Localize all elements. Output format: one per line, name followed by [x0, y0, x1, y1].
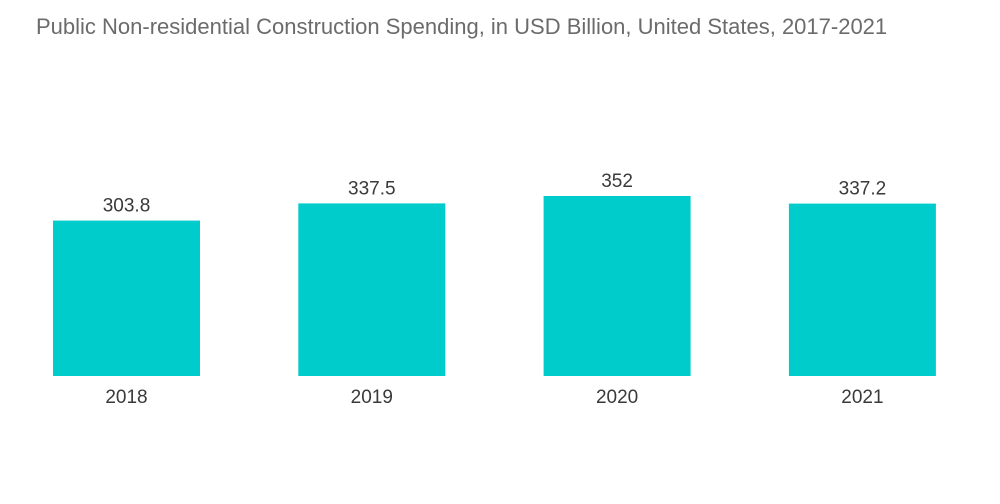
x-tick-label-2020: 2020 — [596, 387, 638, 408]
value-label-2021: 337.2 — [839, 179, 887, 200]
value-labels-layer: 303.8 337.5 352 337.2 — [103, 171, 886, 217]
bar-2020 — [543, 196, 691, 376]
bar-2019 — [298, 203, 446, 376]
x-tick-label-2021: 2021 — [841, 387, 883, 408]
x-axis-tick-labels: 2018 2019 2020 2021 — [105, 387, 883, 408]
bars-layer — [53, 196, 936, 376]
chart-title: Public Non-residential Construction Spen… — [36, 14, 888, 39]
value-label-2020: 352 — [601, 171, 633, 192]
bar-2021 — [788, 203, 936, 376]
x-tick-label-2019: 2019 — [351, 387, 393, 408]
value-label-2019: 337.5 — [348, 178, 396, 199]
value-label-2018: 303.8 — [103, 196, 151, 217]
x-tick-label-2018: 2018 — [105, 387, 147, 408]
bar-2018 — [53, 220, 200, 376]
